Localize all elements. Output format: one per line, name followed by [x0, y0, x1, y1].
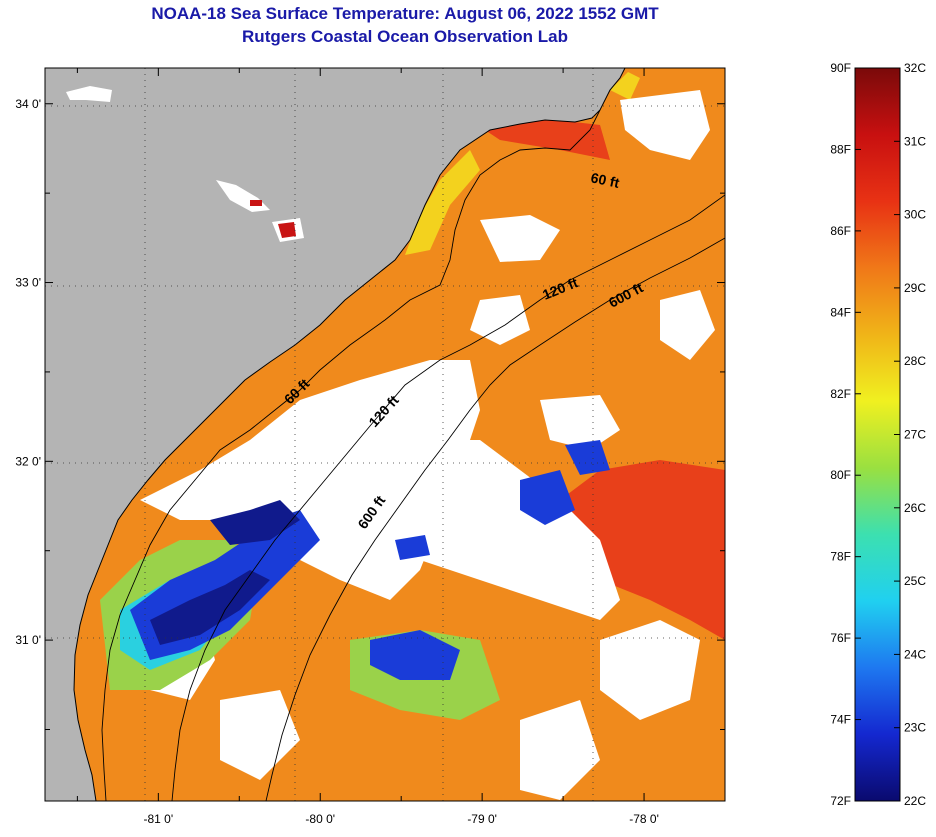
sst-blue-patch	[565, 440, 610, 475]
colorbar-gradient	[854, 67, 901, 802]
colorbar-f-label: 84F	[830, 305, 851, 319]
colorbar-c-label: 24C	[904, 647, 926, 661]
cloud-mask	[540, 395, 620, 450]
colorbar-f-label: 82F	[830, 387, 851, 401]
sst-blue-patch	[395, 535, 430, 560]
coastline	[73, 68, 626, 801]
axis-ticks: 34 0' 33 0' 32 0' 31 0' -81 0' -80 0' -79 0' -7…	[15, 68, 725, 826]
lon-tick-label: -79 0'	[467, 812, 497, 826]
colorbar-f-label: 88F	[830, 142, 851, 156]
cloud-mask	[470, 295, 530, 345]
lon-tick-label: -81 0'	[144, 812, 174, 826]
colorbar-fahrenheit-labels: 90F 88F 86F 84F 82F 80F 78F 76F 74F 72F	[830, 61, 861, 808]
map-frame	[44, 67, 726, 802]
lat-tick-label: 32 0'	[15, 454, 41, 468]
colorbar-c-label: 25C	[904, 574, 926, 588]
map-plot-area: 60 ft 120 ft 600 ft 60 ft 120 ft 600 ft	[45, 68, 725, 801]
colorbar-celsius-labels: 32C 31C 30C 29C 28C 27C 26C 25C 24C 23C 22C	[894, 61, 926, 808]
colorbar-f-label: 86F	[830, 224, 851, 238]
cloud-mask	[320, 440, 620, 620]
colorbar-c-label: 26C	[904, 501, 926, 515]
contour-label: 60 ft	[589, 169, 621, 191]
cloud-mask	[520, 700, 600, 800]
depth-contour-120ft	[171, 194, 725, 801]
sst-hot-patch	[470, 118, 610, 160]
colorbar-f-label: 80F	[830, 468, 851, 482]
lat-tick-label: 31 0'	[15, 633, 41, 647]
inland-lake-hot	[250, 200, 262, 206]
lon-tick-label: -80 0'	[305, 812, 335, 826]
colorbar-f-label: 90F	[830, 61, 851, 75]
lat-tick-label: 34 0'	[15, 97, 41, 111]
sst-blue-patch	[370, 630, 460, 680]
colorbar-f-label: 78F	[830, 550, 851, 564]
colorbar-f-label: 76F	[830, 631, 851, 645]
map-subtitle: Rutgers Coastal Ocean Observation Lab	[242, 27, 568, 46]
inland-lake-hot	[278, 222, 296, 238]
cloud-mask	[660, 290, 715, 360]
sst-yellow-strip	[405, 150, 480, 255]
sst-blue-patch	[520, 470, 575, 525]
cloud-mask	[480, 215, 560, 262]
lat-tick-label: 33 0'	[15, 276, 41, 290]
depth-contour-600ft	[265, 237, 725, 801]
map-title: NOAA-18 Sea Surface Temperature: August …	[151, 4, 659, 23]
inland-lake	[66, 86, 112, 102]
colorbar-f-label: 74F	[830, 713, 851, 727]
colorbar-c-label: 29C	[904, 281, 926, 295]
sst-navy-patch	[210, 500, 300, 545]
temperature-colorbar: 90F 88F 86F 84F 82F 80F 78F 76F 74F 72F 32C 31C 30C…	[830, 61, 926, 808]
lon-tick-label: -78 0'	[629, 812, 659, 826]
colorbar-c-label: 32C	[904, 61, 926, 75]
land-mass	[45, 68, 625, 801]
colorbar-c-label: 27C	[904, 428, 926, 442]
sst-yellow-strip	[610, 72, 640, 100]
colorbar-c-label: 30C	[904, 208, 926, 222]
colorbar-c-label: 28C	[904, 354, 926, 368]
colorbar-c-label: 31C	[904, 134, 926, 148]
colorbar-f-label: 72F	[830, 794, 851, 808]
colorbar-c-label: 23C	[904, 721, 926, 735]
cloud-mask	[600, 620, 700, 720]
cloud-mask	[620, 90, 710, 160]
depth-contour-60ft	[101, 109, 601, 801]
graticule	[45, 68, 725, 801]
sst-hot-patch	[560, 460, 725, 640]
colorbar-c-label: 22C	[904, 794, 926, 808]
cloud-mask	[220, 690, 300, 780]
